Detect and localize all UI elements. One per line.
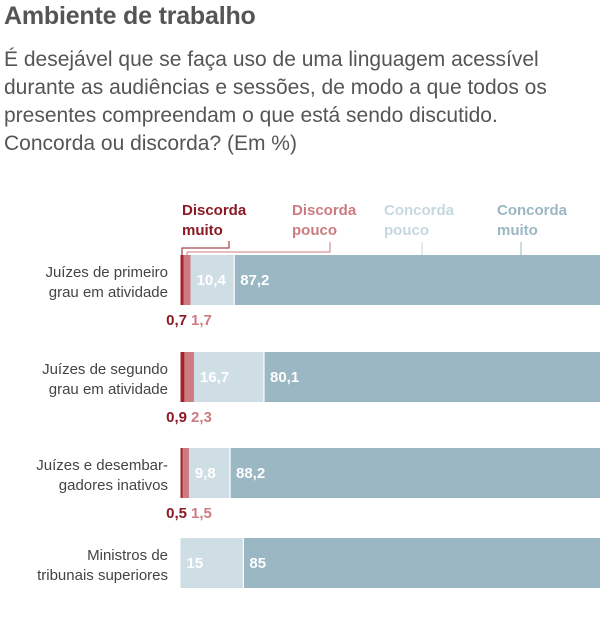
- bar-2-row-3: [182, 448, 190, 498]
- value-label-2-row-3: 1,5: [191, 505, 212, 522]
- legend-1-line-2: muito: [182, 222, 223, 239]
- bar-1-row-3: [180, 448, 183, 498]
- value-label-2-row-1: 1,7: [191, 312, 212, 329]
- value-label-3-row-4: 15: [187, 555, 204, 572]
- bars: [180, 255, 600, 588]
- bar-3-row-3: [188, 448, 231, 498]
- category-label-3-line-2: gadores inativos: [59, 477, 168, 494]
- category-label-2-line-1: Juízes de segundo: [42, 361, 168, 378]
- value-labels: 10,4 87,2 0,7 1,7 16,7 80,1 0,9 2,3 9,8 88,2 0,5 1,…: [166, 272, 299, 572]
- value-label-1-row-3: 0,5: [166, 505, 187, 522]
- legend-4-line-1: Concorda: [497, 202, 568, 219]
- bar-4-row-4: [243, 538, 600, 588]
- value-label-3-row-3: 9,8: [195, 465, 216, 482]
- value-label-3-row-2: 16,7: [200, 369, 229, 386]
- legend-leader-1: [181, 241, 230, 255]
- bar-1-row-2: [180, 352, 185, 402]
- category-labels: Juízes de primeiro grau em atividade Juíze…: [36, 264, 168, 584]
- bar-1-row-1: [180, 255, 184, 305]
- value-label-4-row-4: 85: [249, 555, 266, 572]
- value-label-1-row-1: 0,7: [166, 312, 187, 329]
- category-label-4-line-2: tribunais superiores: [37, 567, 168, 584]
- value-label-4-row-2: 80,1: [270, 369, 299, 386]
- bar-4-row-3: [230, 448, 600, 498]
- legend-1-line-1: Discorda: [182, 202, 247, 219]
- chart-subtitle: É desejável que se faça uso de uma lingu…: [4, 48, 547, 155]
- bar-4-row-2: [263, 352, 600, 402]
- bar-2-row-2: [184, 352, 195, 402]
- legend-3-line-2: pouco: [384, 222, 429, 239]
- legend-leader-2: [186, 242, 331, 255]
- legend-4-line-2: muito: [497, 222, 538, 239]
- value-label-2-row-2: 2,3: [191, 409, 212, 426]
- bar-3-row-1: [190, 255, 235, 305]
- category-label-1-line-1: Juízes de primeiro: [45, 264, 168, 281]
- legend: Discorda muito Discorda pouco Concorda pouco C…: [182, 202, 568, 239]
- value-label-4-row-3: 88,2: [236, 465, 265, 482]
- value-label-1-row-2: 0,9: [166, 409, 187, 426]
- bar-2-row-1: [183, 255, 191, 305]
- legend-2-line-2: pouco: [292, 222, 337, 239]
- legend-2-line-1: Discorda: [292, 202, 357, 219]
- category-label-1-line-2: grau em atividade: [49, 284, 168, 301]
- category-label-2-line-2: grau em atividade: [49, 381, 168, 398]
- value-label-4-row-1: 87,2: [240, 272, 269, 289]
- category-label-4-line-1: Ministros de: [87, 547, 168, 564]
- bar-4-row-1: [234, 255, 600, 305]
- bar-3-row-2: [193, 352, 265, 402]
- category-label-3-line-1: Juízes e desembar-: [36, 457, 168, 474]
- bar-3-row-4: [180, 538, 244, 588]
- legend-3-line-1: Concorda: [384, 202, 455, 219]
- value-label-3-row-1: 10,4: [197, 272, 227, 289]
- chart-title: Ambiente de trabalho: [4, 2, 256, 30]
